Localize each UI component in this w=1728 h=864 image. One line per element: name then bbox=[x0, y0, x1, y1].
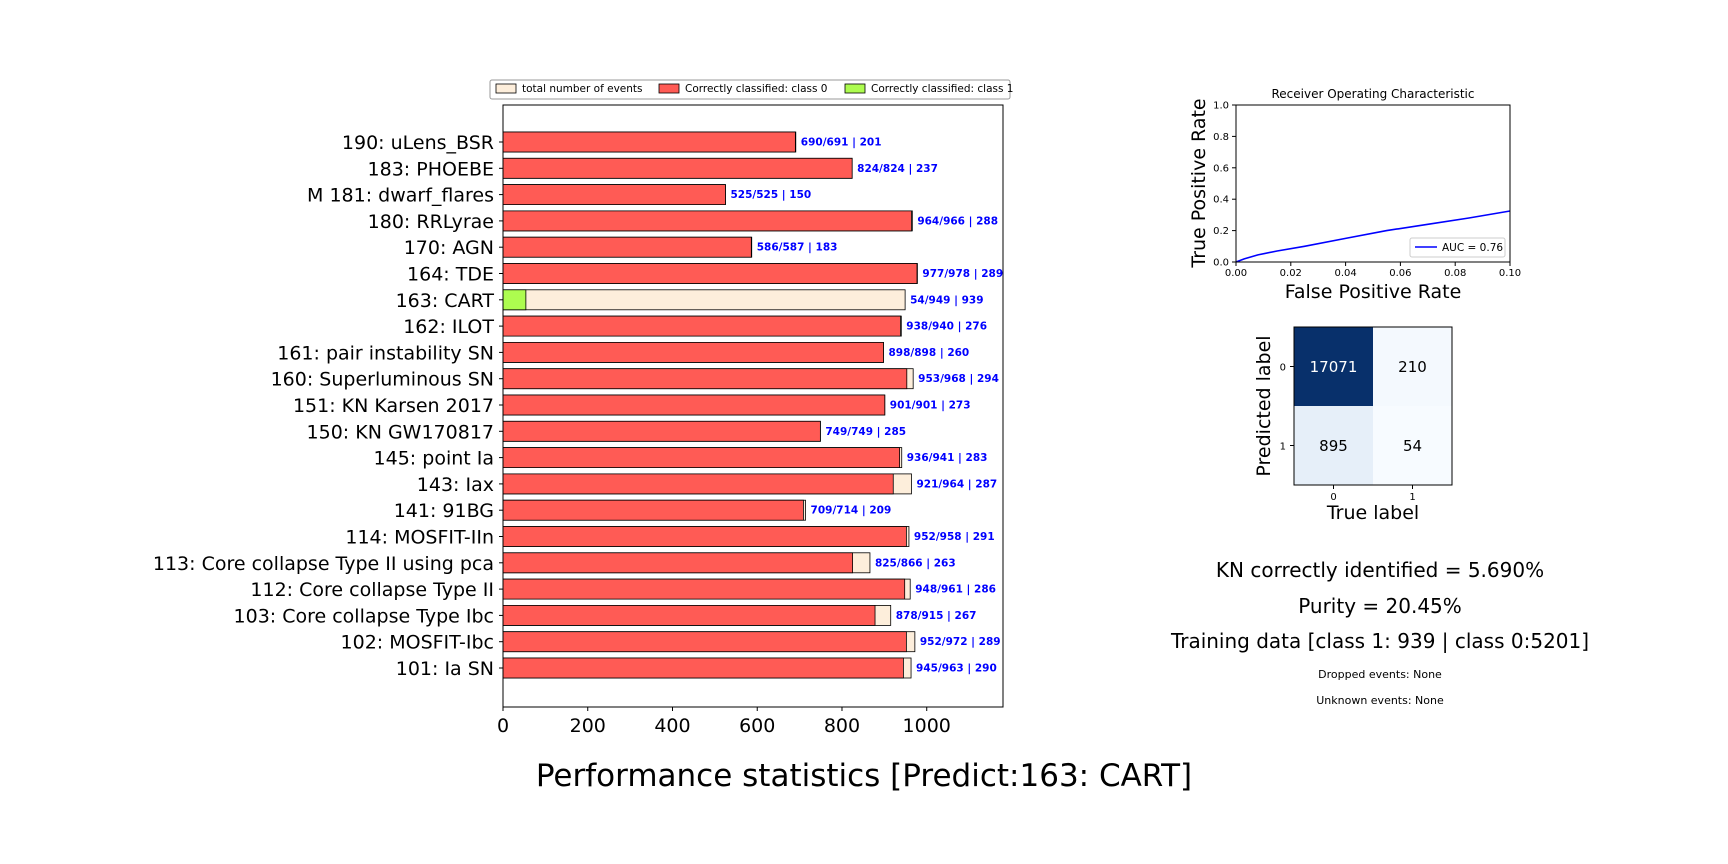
bar-class1 bbox=[502, 289, 527, 311]
category-label: 150: KN GW170817 bbox=[307, 421, 494, 443]
bar-value-label: 709/714 | 209 bbox=[811, 505, 892, 517]
bar-class0 bbox=[502, 394, 886, 416]
bar-class0 bbox=[502, 499, 804, 521]
legend-swatch-class1 bbox=[844, 83, 866, 94]
category-label: M 181: dwarf_flares bbox=[307, 185, 494, 207]
category-label: 151: KN Karsen 2017 bbox=[293, 395, 494, 417]
bar-class0 bbox=[502, 473, 894, 495]
category-label: 163: CART bbox=[396, 290, 495, 312]
legend-label-class0: Correctly classified: class 0 bbox=[685, 83, 827, 95]
bar-value-label: 938/940 | 276 bbox=[906, 321, 987, 333]
bar-value-label: 952/972 | 289 bbox=[920, 636, 1001, 648]
bar-class0 bbox=[502, 552, 853, 574]
bar-class0 bbox=[502, 447, 901, 469]
bar-value-label: 921/964 | 287 bbox=[916, 478, 997, 490]
bar-class0 bbox=[502, 157, 853, 179]
bar-class0 bbox=[502, 315, 901, 337]
category-label: 143: Iax bbox=[417, 474, 494, 496]
dropped-events-stat: Dropped events: None bbox=[1318, 668, 1442, 681]
purity-stat: Purity = 20.45% bbox=[1298, 594, 1462, 618]
bar-value-label: 825/866 | 263 bbox=[875, 557, 956, 569]
category-label: 112: Core collapse Type II bbox=[250, 579, 494, 601]
bar-class0 bbox=[502, 184, 726, 206]
bar-value-label: 54/949 | 939 bbox=[910, 294, 983, 306]
bar-class0 bbox=[502, 605, 876, 626]
kn-identified-stat: KN correctly identified = 5.690% bbox=[1215, 558, 1545, 582]
x-tick-label: 1000 bbox=[903, 715, 951, 737]
legend-label-total: total number of events bbox=[522, 83, 643, 95]
bar-chart-legend: total number of events Correctly classif… bbox=[489, 79, 1013, 100]
unknown-events-stat: Unknown events: None bbox=[1316, 694, 1444, 707]
legend-label-class1: Correctly classified: class 1 bbox=[871, 83, 1013, 95]
category-label: 162: ILOT bbox=[403, 316, 494, 338]
bar-class0 bbox=[502, 341, 884, 363]
bar-class0 bbox=[502, 631, 907, 653]
category-label: 113: Core collapse Type II using pca bbox=[153, 553, 494, 575]
category-label: 141: 91BG bbox=[394, 500, 494, 522]
bar-value-label: 953/968 | 294 bbox=[918, 373, 999, 385]
category-label: 164: TDE bbox=[407, 264, 494, 286]
category-label: 180: RRLyrae bbox=[368, 211, 494, 233]
category-label: 103: Core collapse Type Ibc bbox=[234, 605, 494, 627]
category-label: 145: point Ia bbox=[374, 448, 494, 470]
bar-value-label: 952/958 | 291 bbox=[914, 531, 995, 543]
bar-value-label: 690/691 | 201 bbox=[801, 137, 882, 149]
category-label: 161: pair instability SN bbox=[277, 342, 494, 364]
bar-value-label: 824/824 | 237 bbox=[857, 163, 938, 175]
bar-value-label: 525/525 | 150 bbox=[730, 189, 811, 201]
category-label: 114: MOSFIT-IIn bbox=[345, 527, 494, 549]
category-label: 190: uLens_BSR bbox=[342, 132, 494, 154]
x-tick-label: 800 bbox=[824, 715, 860, 737]
bar-value-label: 878/915 | 267 bbox=[896, 610, 977, 622]
bar-class0 bbox=[502, 236, 752, 258]
x-tick-label: 0 bbox=[497, 715, 509, 737]
figure-suptitle: Performance statistics [Predict:163: CAR… bbox=[535, 758, 1193, 794]
legend-swatch-class0 bbox=[658, 83, 680, 94]
bar-class0 bbox=[502, 210, 912, 232]
bar-class0 bbox=[502, 368, 908, 390]
category-label: 183: PHOEBE bbox=[368, 158, 494, 180]
category-label: 160: Superluminous SN bbox=[271, 369, 494, 391]
bar-plot-frame bbox=[502, 104, 1004, 708]
bar-class0 bbox=[502, 526, 907, 547]
category-label: 101: Ia SN bbox=[396, 658, 494, 680]
bar-class0 bbox=[502, 131, 796, 153]
bar-class0 bbox=[502, 420, 821, 442]
bar-value-label: 586/587 | 183 bbox=[757, 242, 838, 254]
category-label: 102: MOSFIT-Ibc bbox=[341, 632, 494, 654]
bar-value-label: 945/963 | 290 bbox=[916, 663, 997, 675]
legend-frame bbox=[489, 79, 1011, 100]
x-tick-label: 200 bbox=[570, 715, 606, 737]
bar-class0 bbox=[502, 578, 906, 600]
bar-value-label: 749/749 | 285 bbox=[825, 426, 906, 438]
category-label: 170: AGN bbox=[404, 237, 494, 259]
bar-marks: 690/691 | 201 190: uLens_BSR 824/824 | 237… bbox=[153, 131, 1003, 737]
bar-value-label: 898/898 | 260 bbox=[889, 347, 970, 359]
legend-swatch-total bbox=[495, 83, 517, 94]
bar-class0 bbox=[502, 263, 918, 284]
bar-value-label: 964/966 | 288 bbox=[917, 215, 998, 227]
bar-value-label: 936/941 | 283 bbox=[907, 452, 988, 464]
x-tick-label: 600 bbox=[739, 715, 775, 737]
x-tick-label: 400 bbox=[654, 715, 690, 737]
bar-class0 bbox=[502, 657, 904, 679]
training-data-stat: Training data [class 1: 939 | class 0:52… bbox=[1170, 629, 1590, 653]
bar-value-label: 948/961 | 286 bbox=[915, 584, 996, 596]
bar-total bbox=[502, 289, 906, 311]
bar-value-label: 901/901 | 273 bbox=[890, 400, 971, 412]
bar-value-label: 977/978 | 289 bbox=[922, 268, 1003, 280]
